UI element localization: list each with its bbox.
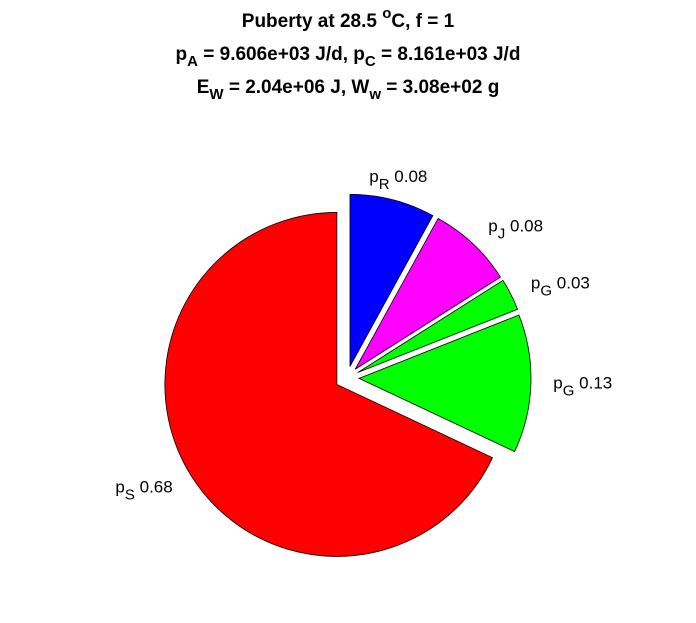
pie-slice — [164, 212, 494, 557]
chart-title: pA = 9.606e+03 J/d, pC = 8.161e+03 J/d — [176, 44, 521, 70]
title-text: E — [197, 77, 210, 98]
pie-slice — [357, 279, 519, 373]
slice-label: pG 0.13 — [553, 374, 612, 399]
label-base: p — [553, 374, 562, 393]
slice-label: pJ 0.08 — [488, 217, 543, 242]
value-label: 0.08 — [510, 217, 543, 236]
slice-label: pG 0.03 — [531, 274, 590, 299]
title-sub: C — [365, 53, 376, 70]
pie-slice — [357, 314, 532, 453]
slice-label: pS 0.68 — [115, 478, 172, 503]
value-label: 0.08 — [394, 168, 427, 187]
slice-label: pR 0.08 — [369, 168, 427, 193]
label-base: p — [488, 217, 497, 236]
label-sub: S — [125, 487, 135, 504]
pie-slice — [349, 193, 434, 367]
title-sub: A — [187, 53, 198, 70]
label-base: p — [115, 478, 124, 497]
label-base: p — [369, 168, 378, 187]
title-text: C, f = 1 — [391, 11, 454, 32]
title-text: Puberty at 28.5 — [242, 11, 382, 32]
chart-title: Puberty at 28.5 oC, f = 1 — [242, 5, 455, 32]
value-label: 0.13 — [579, 374, 612, 393]
title-sub: W — [209, 86, 224, 103]
title-sub: w — [368, 86, 381, 103]
pie-slice — [354, 217, 501, 370]
value-label: 0.68 — [140, 478, 173, 497]
label-sub: G — [540, 282, 552, 299]
label-base: p — [531, 274, 540, 293]
title-text: = 8.161e+03 J/d — [376, 44, 521, 65]
chart-title: EW = 2.04e+06 J, Ww = 3.08e+02 g — [197, 77, 500, 103]
title-text: = 2.04e+06 J, W — [224, 77, 370, 98]
label-sub: R — [379, 176, 390, 193]
value-label: 0.03 — [557, 274, 590, 293]
title-text: p — [176, 44, 188, 65]
label-sub: G — [563, 382, 575, 399]
label-sub: J — [498, 226, 506, 243]
title-text: = 9.606e+03 J/d, p — [198, 44, 365, 65]
title-sup: o — [382, 5, 391, 22]
title-text: = 3.08e+02 g — [381, 77, 499, 98]
